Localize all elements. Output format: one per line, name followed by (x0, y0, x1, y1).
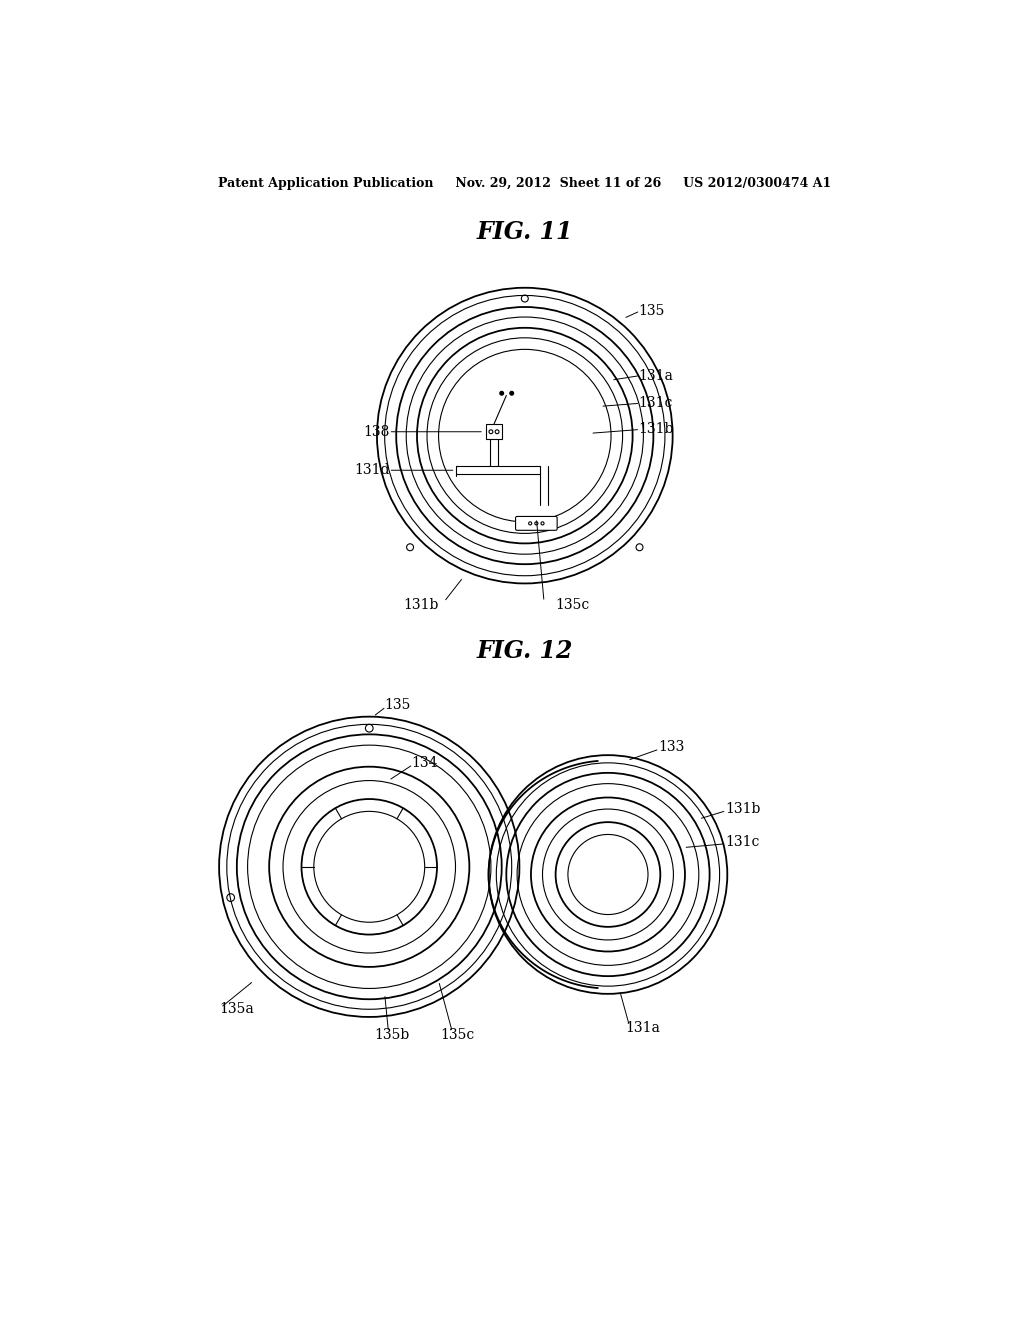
Text: 131a: 131a (639, 368, 674, 383)
Text: 138: 138 (364, 425, 390, 438)
FancyBboxPatch shape (485, 424, 503, 440)
Circle shape (510, 391, 514, 395)
Circle shape (500, 391, 504, 395)
Text: 131b: 131b (639, 422, 674, 437)
Text: 131d: 131d (354, 463, 390, 478)
Text: 131c: 131c (725, 836, 760, 849)
Text: 135b: 135b (375, 1028, 410, 1041)
FancyBboxPatch shape (515, 516, 557, 531)
Text: FIG. 12: FIG. 12 (476, 639, 573, 663)
Text: 135c: 135c (555, 598, 590, 612)
Text: 131b: 131b (403, 598, 438, 612)
Text: 135a: 135a (219, 1002, 254, 1016)
Text: 133: 133 (658, 741, 684, 755)
Text: 135: 135 (639, 304, 666, 318)
Text: 135c: 135c (440, 1028, 475, 1041)
Text: 135: 135 (385, 698, 411, 711)
Text: FIG. 11: FIG. 11 (476, 219, 573, 244)
Text: 134: 134 (412, 756, 438, 770)
Text: Patent Application Publication     Nov. 29, 2012  Sheet 11 of 26     US 2012/030: Patent Application Publication Nov. 29, … (218, 177, 831, 190)
Text: 131b: 131b (725, 803, 761, 816)
Text: 131a: 131a (626, 1022, 660, 1035)
Text: 131c: 131c (639, 396, 673, 411)
